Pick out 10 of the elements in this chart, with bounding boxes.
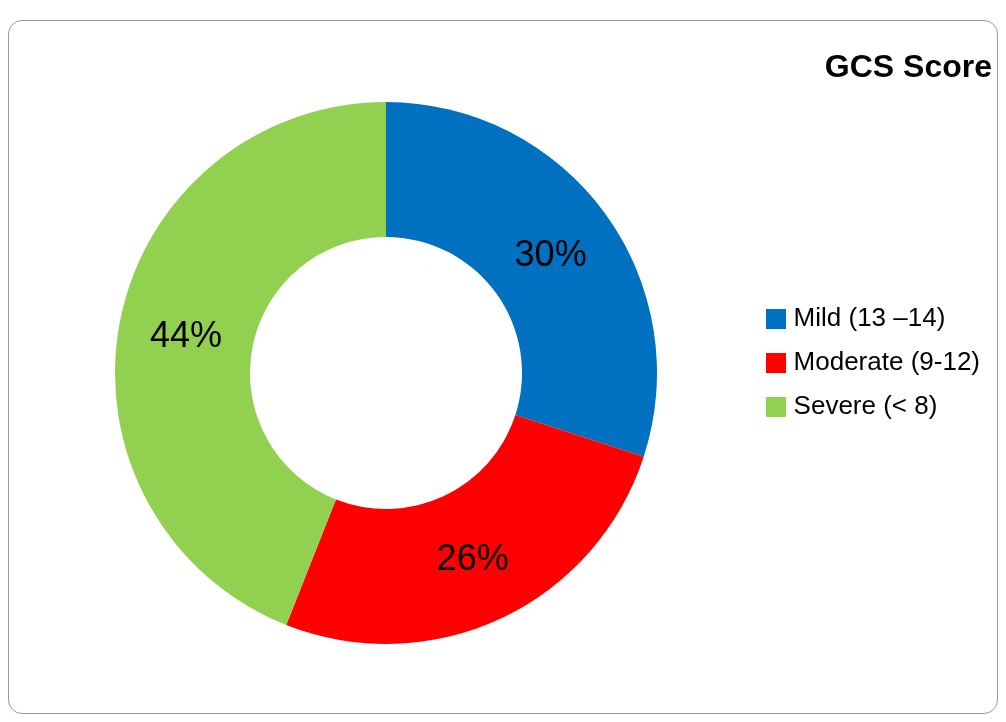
legend-label: Severe (< 8) bbox=[793, 390, 938, 420]
data-label: 44% bbox=[150, 314, 223, 356]
donut-slice bbox=[386, 102, 657, 457]
legend-label: Moderate (9-12) bbox=[793, 346, 980, 376]
donut-slice bbox=[115, 102, 386, 625]
legend-label: Mild (13 –14) bbox=[793, 302, 946, 332]
chart-title: GCS Score bbox=[824, 48, 992, 85]
data-label: 26% bbox=[436, 536, 509, 578]
data-label: 30% bbox=[514, 232, 587, 274]
donut-slice bbox=[286, 415, 644, 644]
